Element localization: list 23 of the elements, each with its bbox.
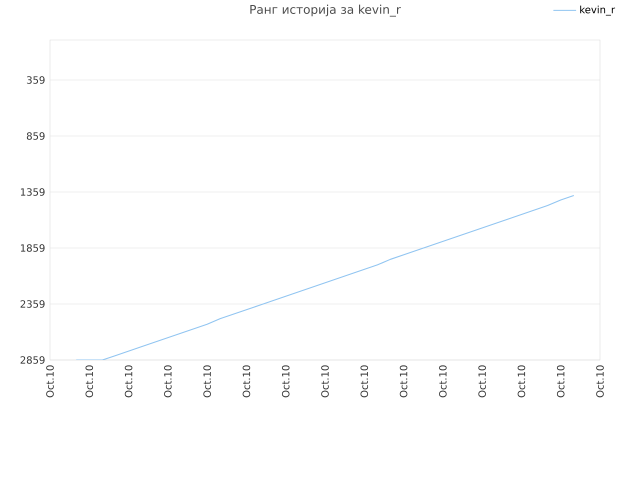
x-tick-label: Oct.10 — [400, 365, 408, 398]
x-tick-label: Oct.10 — [46, 365, 54, 398]
x-tick-label: Oct.10 — [439, 365, 447, 398]
x-tick-label: Oct.10 — [124, 365, 132, 398]
x-tick-label: Oct.10 — [518, 365, 526, 398]
x-tick-label: Oct.10 — [360, 365, 368, 398]
x-tick-label: Oct.10 — [321, 365, 329, 398]
x-tick-label: Oct.10 — [556, 365, 564, 398]
y-tick-label: 2359 — [20, 300, 45, 308]
y-tick-label: 2859 — [20, 356, 45, 364]
chart-title: Ранг историја за kevin_r — [250, 4, 401, 17]
x-tick-label: Oct.10 — [282, 365, 290, 398]
x-tick-label: Oct.10 — [86, 365, 94, 398]
x-tick-label: Oct.10 — [203, 365, 211, 398]
x-tick-label: Oct.10 — [164, 365, 172, 398]
x-tick-label: Oct.10 — [596, 365, 604, 398]
y-tick-label: 1359 — [20, 188, 45, 196]
x-tick-label: Oct.10 — [242, 365, 250, 398]
y-tick-label: 1859 — [20, 244, 45, 252]
y-tick-label: 359 — [26, 76, 45, 84]
legend-label: kevin_r — [580, 6, 616, 16]
x-tick-label: Oct.10 — [478, 365, 486, 398]
y-tick-label: 859 — [26, 132, 45, 140]
